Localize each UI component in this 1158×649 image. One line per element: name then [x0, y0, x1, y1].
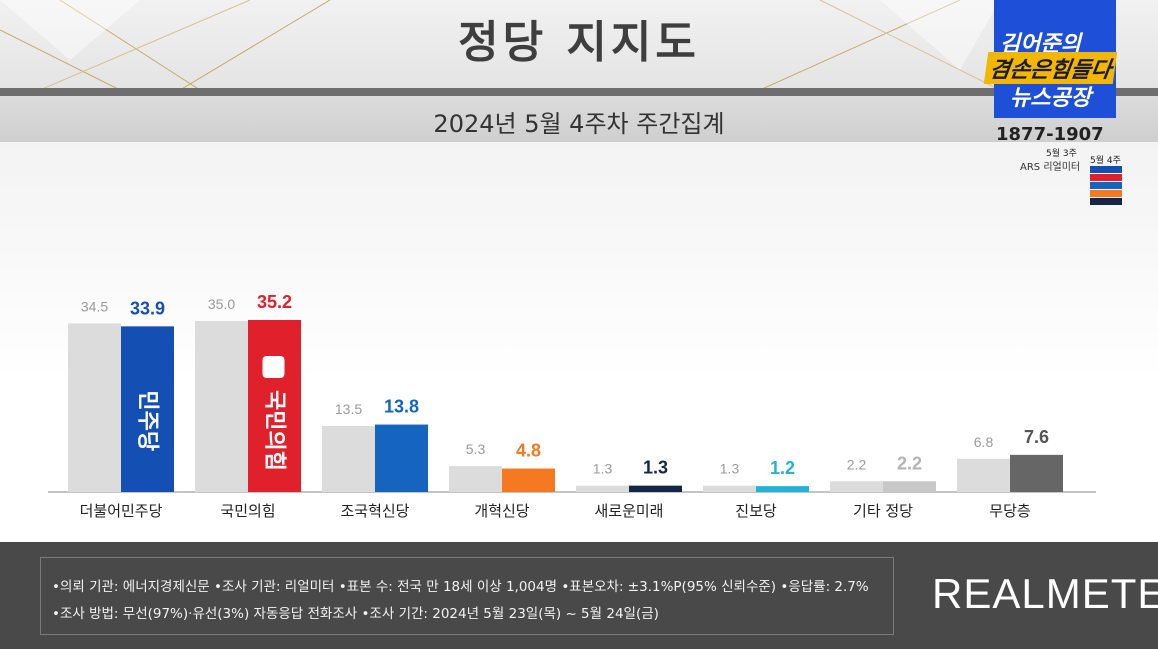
x-tick-label: 새로운미래: [594, 502, 663, 520]
bar-current: [121, 326, 174, 492]
bar-prev: [830, 481, 883, 492]
x-tick-label: 진보당: [735, 502, 777, 520]
bar-current: [1010, 454, 1063, 492]
mini-source: ARS 리얼미터: [1020, 162, 1081, 173]
bar-prev: [957, 458, 1010, 492]
data-label-prev: 13.5: [335, 401, 362, 417]
decorative-lines: [0, 0, 1001, 90]
mini-legend-stack: [1090, 166, 1122, 206]
page-subtitle: 2024년 5월 4주차 주간집계: [433, 110, 725, 138]
bar-current: [502, 468, 555, 492]
survey-note-line2: •조사 방법: 무선(97%)·유선(3%) 자동응답 전화조사 •조사 기간:…: [52, 606, 659, 622]
bar-prev: [68, 323, 121, 492]
bar-prev: [449, 466, 502, 492]
data-label-current: 35.2: [257, 292, 292, 312]
data-label-current: 1.2: [770, 458, 795, 478]
bar-prev: [195, 320, 248, 492]
header-band: [0, 0, 1158, 90]
brand-logo: REALMETER: [932, 570, 1158, 617]
bar-prev: [322, 426, 375, 492]
bar-current: [375, 424, 428, 492]
data-label-current: 13.8: [384, 397, 419, 417]
data-label-prev: 6.8: [974, 434, 994, 450]
footer-band: [0, 542, 1158, 649]
data-label-prev: 5.3: [466, 441, 486, 457]
data-label-prev: 34.5: [81, 298, 108, 314]
x-tick-label: 더불어민주당: [80, 502, 163, 520]
survey-note-line1: •의뢰 기관: 에너지경제신문 •조사 기관: 리얼미터 •표본 수: 전국 만…: [52, 579, 869, 595]
mini-prev-label: 5월 3주: [1046, 149, 1077, 159]
title-divider: [0, 88, 1158, 96]
x-tick-label: 무당층: [989, 502, 1030, 520]
bar-current: [756, 486, 809, 492]
data-label-prev: 35.0: [208, 296, 235, 312]
logo-line3: 뉴스공장: [1010, 86, 1091, 111]
ppp-logo-mark: [262, 356, 285, 378]
data-label-current: 4.8: [516, 441, 541, 461]
mini-curr-label: 5월 4주: [1090, 156, 1121, 166]
data-label-current: 33.9: [130, 298, 165, 318]
data-label-current: 7.6: [1024, 427, 1049, 447]
survey-notes-box: [40, 557, 894, 635]
data-label-prev: 1.3: [720, 461, 740, 477]
bar-current: [248, 320, 301, 492]
bar-prev: [576, 485, 629, 492]
bar-current: [883, 481, 936, 492]
data-label-current: 1.3: [643, 458, 668, 478]
phone-number: 1877-1907: [996, 124, 1104, 145]
x-tick-label: 기타 정당: [853, 502, 913, 520]
party-logo-text: 민주당: [135, 390, 160, 451]
page-title: 정당 지지도: [458, 17, 700, 68]
x-tick-label: 국민의힘: [220, 502, 275, 520]
bar-prev: [703, 485, 756, 492]
subtitle-band: [0, 96, 1158, 142]
party-logo-text: 국민의힘: [262, 390, 287, 471]
data-label-current: 2.2: [897, 453, 922, 473]
bar-current: [629, 485, 682, 492]
x-tick-label: 개혁신당: [474, 502, 529, 520]
x-tick-label: 조국혁신당: [340, 502, 409, 520]
data-label-prev: 2.2: [847, 456, 867, 472]
data-label-prev: 1.3: [593, 461, 613, 477]
